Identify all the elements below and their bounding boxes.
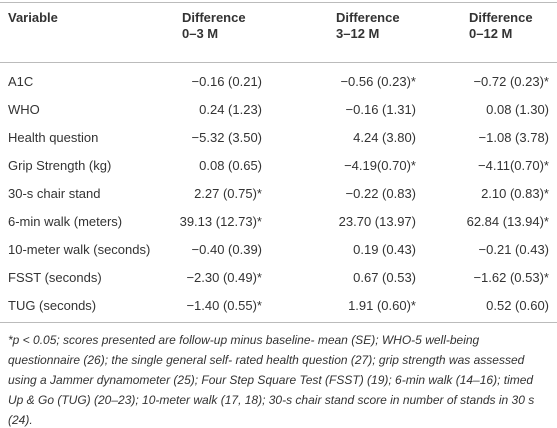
footnote: *p < 0.05; scores presented are follow-u… bbox=[8, 333, 535, 427]
header-line: 0–3 M bbox=[182, 26, 219, 41]
column-header: Difference 3–12 M bbox=[336, 10, 416, 42]
cell-value: −0.22 (0.83) bbox=[345, 186, 416, 201]
header-line: Difference bbox=[336, 10, 400, 25]
cell-value: 0.19 (0.43) bbox=[353, 242, 416, 257]
cell-value: −1.40 (0.55)* bbox=[186, 298, 262, 313]
row-label: TUG (seconds) bbox=[8, 298, 97, 313]
cell-value: −0.16 (1.31) bbox=[345, 102, 416, 117]
cell-value: −0.16 (0.21) bbox=[191, 74, 262, 89]
row-label: 6-min walk (meters) bbox=[8, 214, 123, 229]
cell-value: −0.72 (0.23)* bbox=[473, 74, 549, 89]
column-header: Difference 0–3 M bbox=[182, 10, 262, 42]
cell-value: 4.24 (3.80) bbox=[353, 130, 416, 145]
cell-value: 39.13 (12.73)* bbox=[179, 214, 262, 229]
cell-value: −1.62 (0.53)* bbox=[473, 270, 549, 285]
cell-value: 0.67 (0.53) bbox=[353, 270, 416, 285]
row-label: FSST (seconds) bbox=[8, 270, 102, 285]
cell-value: 2.10 (0.83)* bbox=[481, 186, 549, 201]
cell-value: 23.70 (13.97) bbox=[338, 214, 416, 229]
cell-value: −1.08 (3.78) bbox=[478, 130, 549, 145]
rule bbox=[0, 322, 557, 323]
cell-value: −0.40 (0.39) bbox=[191, 242, 262, 257]
row-label: 10-meter walk (seconds) bbox=[8, 242, 151, 257]
row-label: A1C bbox=[8, 74, 34, 89]
cell-value: −5.32 (3.50) bbox=[191, 130, 262, 145]
header-line: Difference bbox=[182, 10, 246, 25]
cell-value: 2.27 (0.75)* bbox=[194, 186, 262, 201]
cell-value: 0.08 (1.30) bbox=[486, 102, 549, 117]
cell-value: 1.91 (0.60)* bbox=[348, 298, 416, 313]
rule bbox=[0, 62, 557, 63]
column-header: Difference 0–12 M bbox=[469, 10, 549, 42]
cell-value: −4.19(0.70)* bbox=[344, 158, 416, 173]
cell-value: 0.52 (0.60) bbox=[486, 298, 549, 313]
row-label: Health question bbox=[8, 130, 99, 145]
header-line: 0–12 M bbox=[469, 26, 513, 41]
header-line: Variable bbox=[8, 10, 58, 25]
cell-value: −4.11(0.70)* bbox=[478, 158, 549, 173]
cell-value: 0.24 (1.23) bbox=[199, 102, 262, 117]
row-label: WHO bbox=[8, 102, 40, 117]
header-line: 3–12 M bbox=[336, 26, 380, 41]
cell-value: 62.84 (13.94)* bbox=[466, 214, 549, 229]
column-header: Variable bbox=[8, 10, 58, 26]
cell-value: 0.08 (0.65) bbox=[199, 158, 262, 173]
cell-value: −2.30 (0.49)* bbox=[186, 270, 262, 285]
row-label: Grip Strength (kg) bbox=[8, 158, 112, 173]
rule bbox=[0, 2, 557, 3]
row-label: 30-s chair stand bbox=[8, 186, 101, 201]
header-line: Difference bbox=[469, 10, 533, 25]
cell-value: −0.56 (0.23)* bbox=[340, 74, 416, 89]
cell-value: −0.21 (0.43) bbox=[478, 242, 549, 257]
